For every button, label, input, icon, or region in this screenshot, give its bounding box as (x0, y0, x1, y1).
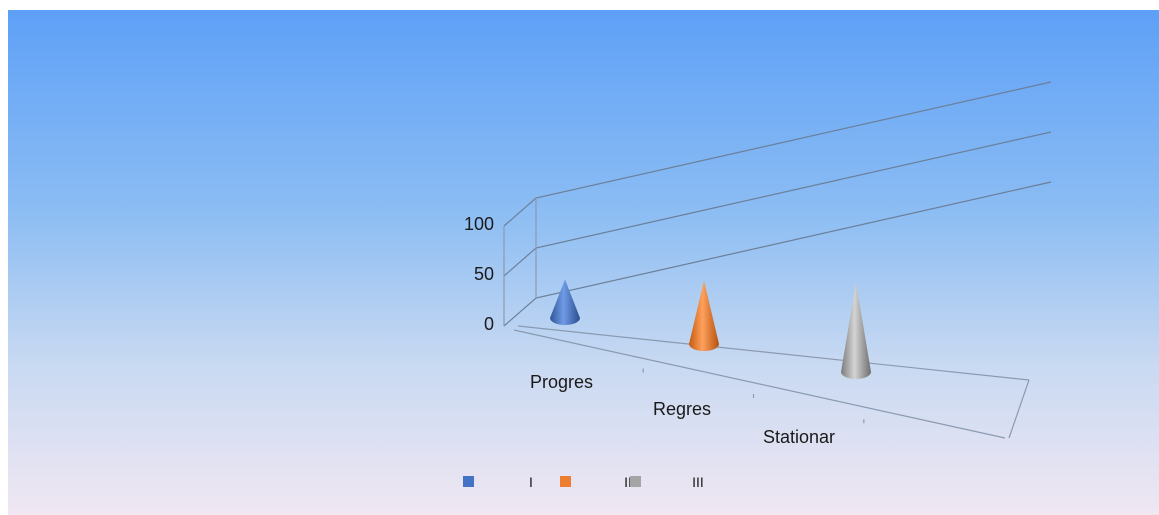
floor-edge (1008, 379, 1030, 439)
floor-edge (517, 325, 1030, 381)
legend-swatch (560, 476, 571, 487)
gridline (503, 131, 1052, 277)
legend-swatch (630, 476, 641, 487)
floor-edge (513, 329, 1006, 439)
x-category-label: Stationar (763, 427, 835, 447)
chart-area: 0 50 100 Progres Regres Stationar I II III (8, 10, 1159, 515)
y-tick-label: 0 (484, 314, 494, 334)
gridline (503, 181, 1052, 327)
x-category-label: Progres (530, 372, 593, 392)
legend-swatch (463, 476, 474, 487)
cone-bar (841, 282, 871, 379)
legend-label: I (529, 474, 533, 490)
y-tick-label: 50 (474, 264, 494, 284)
legend-label: II (624, 474, 632, 490)
x-category-label: Regres (653, 399, 711, 419)
cone-bar (689, 280, 719, 351)
gridline (503, 81, 1052, 227)
y-tick-label: 100 (464, 214, 494, 234)
cone-bar (550, 279, 580, 325)
legend-label: III (692, 474, 704, 490)
